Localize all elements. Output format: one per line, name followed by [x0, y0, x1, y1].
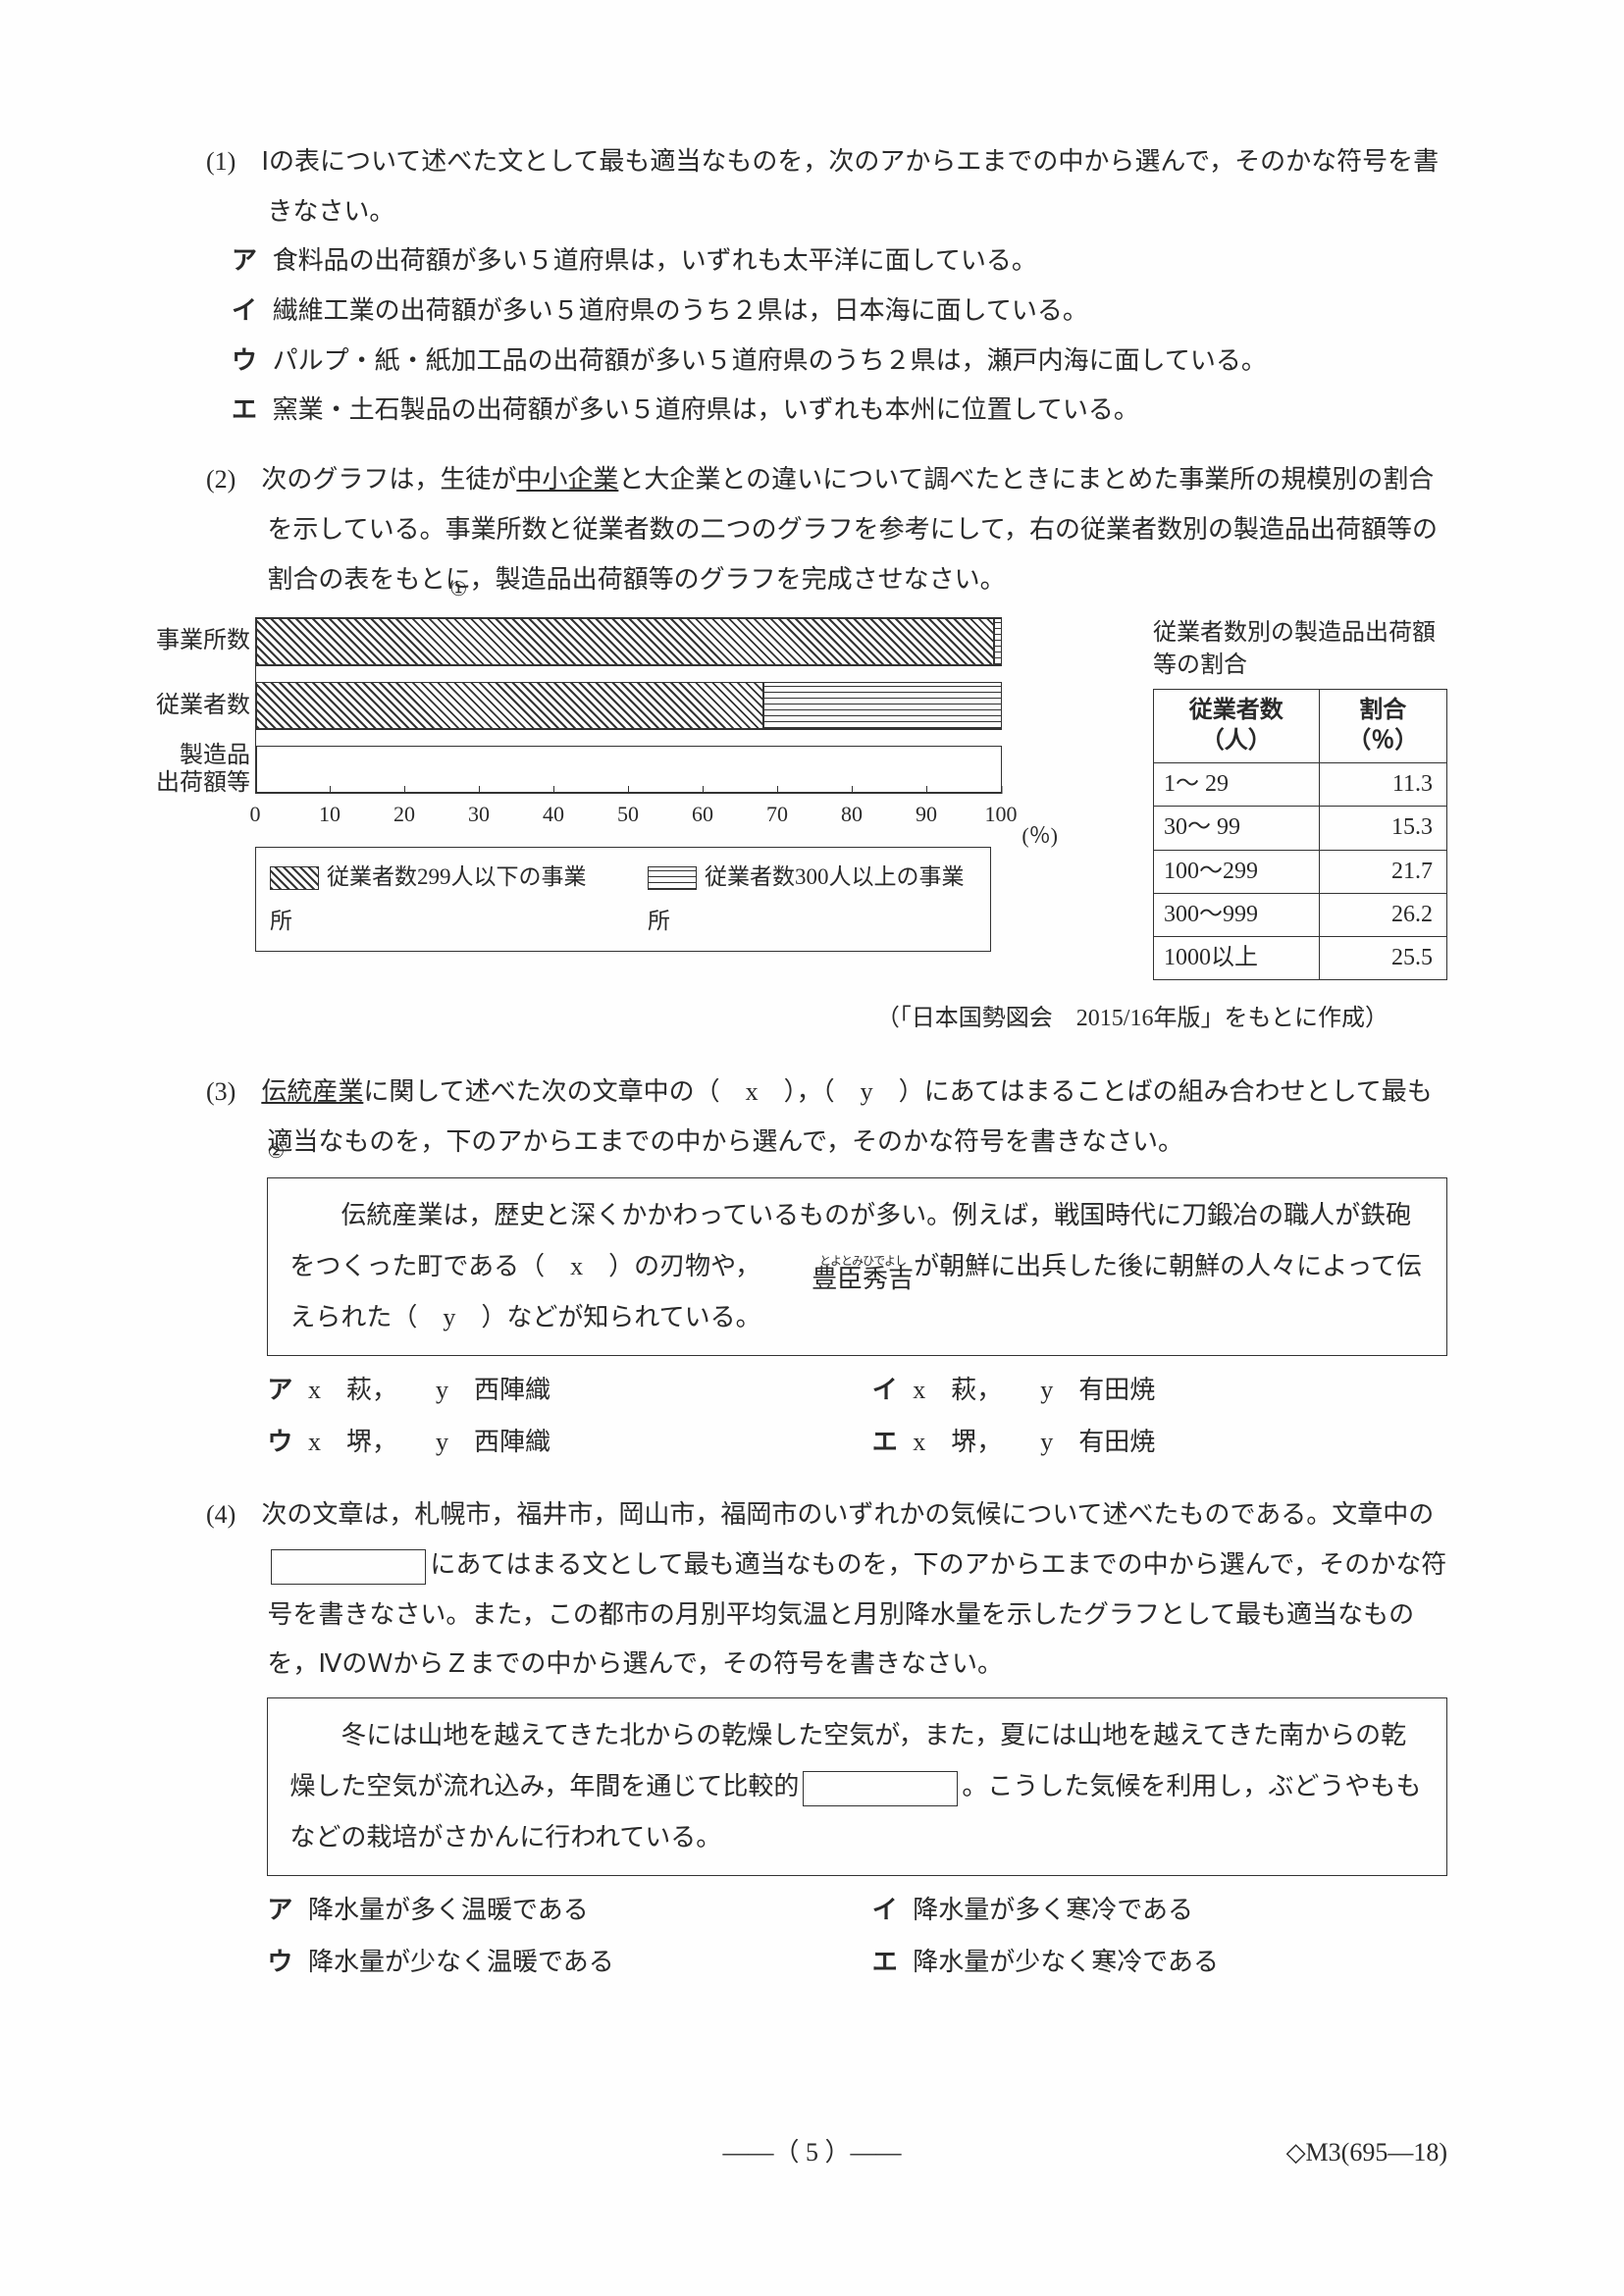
pct-label: (％) [1022, 815, 1058, 858]
q3-choice: アx 萩， y 西陣織 [267, 1366, 842, 1416]
x-tick: 80 [841, 794, 863, 836]
q4-stem-b: にあてはまる文として最も適当なものを，下のアからエまでの中から選んで，そのかな符… [267, 1550, 1446, 1678]
x-tick: 90 [916, 794, 937, 836]
q4-passage: 冬には山地を越えてきた北からの乾燥した空気が，また，夏には山地を越えてきた南から… [267, 1697, 1447, 1876]
q4-choice: イ降水量が多く寒冷である [872, 1886, 1447, 1936]
q4-stem: (4) 次の文章は，札幌市，福井市，岡山市，福岡市のいずれかの気候について述べた… [206, 1490, 1447, 1690]
x-tick: 0 [250, 794, 261, 836]
bar-row [256, 617, 1002, 666]
doc-code: ◇M3(695―18) [1286, 2128, 1447, 2178]
bar-seg-lines [763, 682, 1002, 729]
circled-2: ② [267, 1141, 285, 1163]
table-header: 従業者数（人） [1154, 689, 1320, 762]
bar-seg-lines [994, 618, 1002, 665]
blank-box-passage [803, 1771, 958, 1806]
q3-choice: エx 堺， y 有田焼 [872, 1418, 1447, 1468]
table-row: 1000以上25.5 [1154, 937, 1447, 980]
circled-1: ① [449, 579, 467, 600]
q4-choice: ア降水量が多く温暖である [267, 1886, 842, 1936]
table-row: 1～ 2911.3 [1154, 763, 1447, 807]
table-row: 30～ 9915.3 [1154, 807, 1447, 850]
legend-item: 従業者数299人以下の事業所 [270, 856, 599, 944]
bar-seg-hatch [256, 618, 994, 665]
ruby-hideyoshi: とよとみひでよし豊臣秀吉 [760, 1255, 914, 1292]
q2-chart-wrap: (％) 0102030405060708090100 従業者数299人以下の事業… [255, 617, 1447, 981]
legend-item: 従業者数300人以上の事業所 [648, 856, 976, 944]
q2-stem-a: (2) 次のグラフは，生徒が [206, 465, 516, 494]
q3-choice: イx 萩， y 有田焼 [872, 1366, 1447, 1416]
q4-choice: ウ降水量が少なく温暖である [267, 1938, 842, 1988]
q4-choices: ア降水量が多く温暖であるイ降水量が多く寒冷であるウ降水量が少なく温暖であるエ降水… [206, 1886, 1447, 1987]
x-tick: 40 [543, 794, 564, 836]
bar-row-label: 従業者数 [142, 692, 250, 720]
q4-stem-a: (4) 次の文章は，札幌市，福井市，岡山市，福岡市のいずれかの気候について述べた… [206, 1500, 1434, 1529]
q4-choice: エ降水量が少なく寒冷である [872, 1938, 1447, 1988]
q2-underline: 中小企業 [516, 465, 618, 494]
x-tick: 70 [766, 794, 788, 836]
x-axis: (％) 0102030405060708090100 [255, 794, 1001, 843]
q3-choice: ウx 堺， y 西陣織 [267, 1418, 842, 1468]
bar-seg-hatch [256, 682, 763, 729]
table-header: 割合（％） [1319, 689, 1446, 762]
bar-row [256, 746, 1002, 794]
x-tick: 30 [468, 794, 490, 836]
q3-passage: 伝統産業は，歴史と深くかかわっているものが多い。例えば，戦国時代に刀鍛冶の職人が… [267, 1177, 1447, 1356]
legend: 従業者数299人以下の事業所従業者数300人以上の事業所 [255, 847, 991, 953]
source-note: （「日本国勢図会 2015/16年版」をもとに作成） [206, 996, 1388, 1042]
question-4: (4) 次の文章は，札幌市，福井市，岡山市，福岡市のいずれかの気候について述べた… [206, 1490, 1447, 1987]
ratio-table: 従業者数（人）割合（％） 1～ 2911.330～ 9915.3100～2992… [1153, 689, 1447, 980]
bar-row-label: 事業所数 [142, 627, 250, 655]
x-tick: 60 [692, 794, 713, 836]
q1-option: ウパルプ・紙・紙加工品の出荷額が多い５道府県のうち２県は，瀬戸内海に面している。 [206, 337, 1447, 387]
bar-row-label: 製造品出荷額等 [142, 742, 250, 799]
x-tick: 50 [617, 794, 639, 836]
x-tick: 100 [985, 794, 1018, 836]
q1-option: イ繊維工業の出荷額が多い５道府県のうち２県は，日本海に面している。 [206, 287, 1447, 337]
page: (1) Ⅰの表について述べた文として最も適当なものを，次のアからエまでの中から選… [0, 0, 1624, 2296]
x-tick: 10 [319, 794, 341, 836]
q1-option: ア食料品の出荷額が多い５道府県は，いずれも太平洋に面している。 [206, 236, 1447, 287]
x-tick: 20 [393, 794, 415, 836]
q3-choices: アx 萩， y 西陣織イx 萩， y 有田焼ウx 堺， y 西陣織エx 堺， y… [206, 1366, 1447, 1467]
question-2: (2) 次のグラフは，生徒が中小企業と大企業との違いについて調べたときにまとめた… [206, 455, 1447, 1042]
bar-chart: (％) 0102030405060708090100 従業者数299人以下の事業… [255, 617, 1060, 953]
table-row: 300～99926.2 [1154, 893, 1447, 936]
side-title: 従業者数別の製造品出荷額等の割合 [1153, 617, 1447, 683]
table-row: 100～29921.7 [1154, 850, 1447, 893]
q1-option: エ窯業・土石製品の出荷額が多い５道府県は，いずれも本州に位置している。 [206, 386, 1447, 436]
side-table-col: 従業者数別の製造品出荷額等の割合 従業者数（人）割合（％） 1～ 2911.33… [1153, 617, 1447, 981]
q3-stem-a: (3) [206, 1077, 261, 1106]
q3-underline: 伝統産業 [261, 1077, 363, 1106]
question-3: (3) 伝統産業に関して述べた次の文章中の（ x ），（ y ）にあてはまること… [206, 1068, 1447, 1467]
bar-row [256, 682, 1002, 730]
question-1: (1) Ⅰの表について述べた文として最も適当なものを，次のアからエまでの中から選… [206, 137, 1447, 436]
q1-stem: (1) Ⅰの表について述べた文として最も適当なものを，次のアからエまでの中から選… [206, 137, 1447, 236]
blank-box-stem [271, 1549, 426, 1585]
